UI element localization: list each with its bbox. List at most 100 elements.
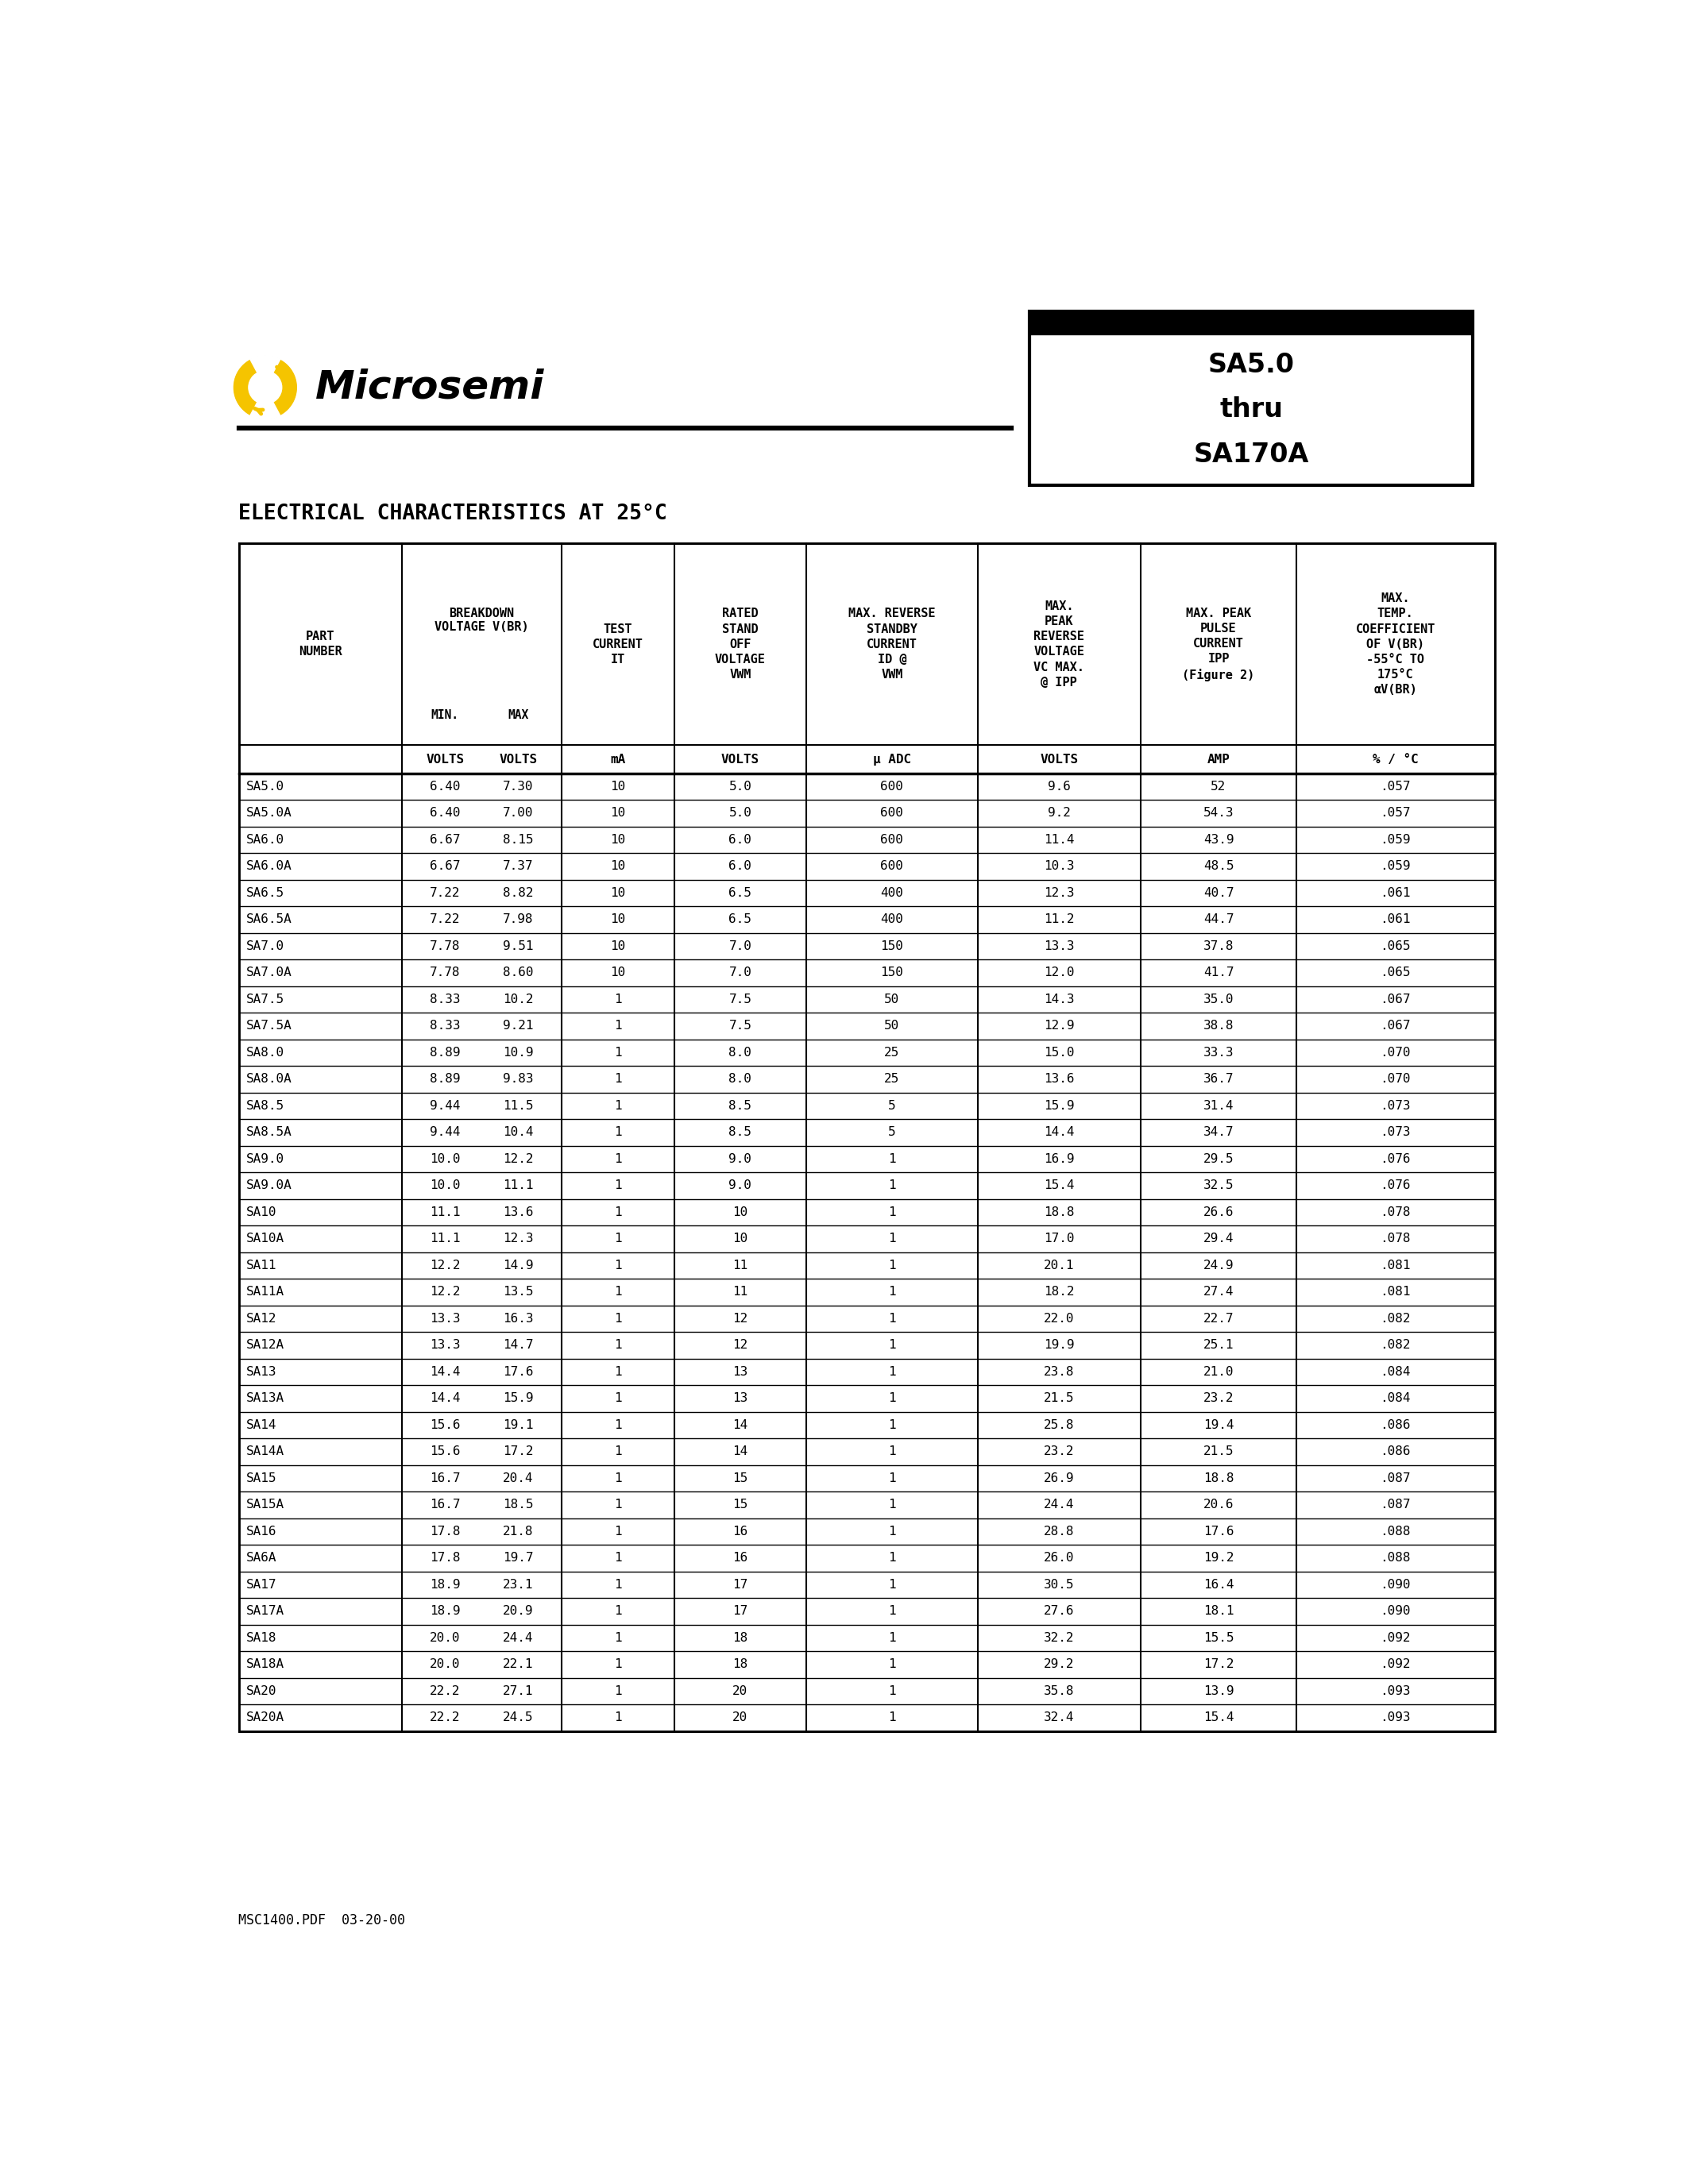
Text: 15.9: 15.9 <box>1043 1101 1074 1112</box>
Text: .059: .059 <box>1381 860 1411 871</box>
Text: 8.60: 8.60 <box>503 968 533 978</box>
Text: 19.9: 19.9 <box>1043 1339 1074 1352</box>
Text: 1: 1 <box>614 1179 621 1192</box>
Text: SA7.0A: SA7.0A <box>246 968 292 978</box>
Text: 29.4: 29.4 <box>1204 1234 1234 1245</box>
Text: 35.0: 35.0 <box>1204 994 1234 1005</box>
Text: 17.8: 17.8 <box>430 1524 461 1538</box>
Text: 24.4: 24.4 <box>503 1631 533 1645</box>
Text: 1: 1 <box>614 1260 621 1271</box>
Text: SA10A: SA10A <box>246 1234 284 1245</box>
Text: 20.1: 20.1 <box>1043 1260 1074 1271</box>
Text: μ ADC: μ ADC <box>873 753 912 764</box>
Text: 1: 1 <box>614 994 621 1005</box>
Text: SA9.0A: SA9.0A <box>246 1179 292 1192</box>
Text: 7.30: 7.30 <box>503 780 533 793</box>
Text: 37.8: 37.8 <box>1204 941 1234 952</box>
Text: 25: 25 <box>885 1046 900 1059</box>
Text: 600: 600 <box>881 808 903 819</box>
Text: 6.67: 6.67 <box>430 834 461 845</box>
Text: SA6.0: SA6.0 <box>246 834 284 845</box>
Text: 10.0: 10.0 <box>430 1153 461 1164</box>
Text: 17.0: 17.0 <box>1043 1234 1074 1245</box>
Text: .086: .086 <box>1381 1446 1411 1457</box>
Text: .076: .076 <box>1381 1179 1411 1192</box>
Text: 15: 15 <box>733 1498 748 1511</box>
Text: 1: 1 <box>614 1101 621 1112</box>
Text: SA12A: SA12A <box>246 1339 284 1352</box>
Text: 18: 18 <box>733 1658 748 1671</box>
Text: 10: 10 <box>609 968 626 978</box>
Text: .093: .093 <box>1381 1712 1411 1723</box>
Text: SA7.0: SA7.0 <box>246 941 284 952</box>
Text: .078: .078 <box>1381 1206 1411 1219</box>
Text: 7.78: 7.78 <box>430 941 461 952</box>
Text: 1: 1 <box>614 1420 621 1431</box>
Text: 6.5: 6.5 <box>729 887 751 900</box>
Text: 11: 11 <box>733 1286 748 1297</box>
Text: 36.7: 36.7 <box>1204 1072 1234 1085</box>
Text: 14.9: 14.9 <box>503 1260 533 1271</box>
Text: MAX. REVERSE
STANDBY
CURRENT
ID @
VWM: MAX. REVERSE STANDBY CURRENT ID @ VWM <box>849 607 935 681</box>
Text: 1: 1 <box>614 1234 621 1245</box>
Text: 1: 1 <box>888 1524 896 1538</box>
Text: 14.4: 14.4 <box>430 1365 461 1378</box>
Text: 6.67: 6.67 <box>430 860 461 871</box>
Text: VOLTS: VOLTS <box>721 753 760 764</box>
Text: .065: .065 <box>1381 968 1411 978</box>
Text: 11.1: 11.1 <box>430 1234 461 1245</box>
Text: 17: 17 <box>733 1605 748 1616</box>
Text: SA17A: SA17A <box>246 1605 284 1616</box>
Text: 8.82: 8.82 <box>503 887 533 900</box>
Text: SA12: SA12 <box>246 1313 277 1324</box>
Text: 6.40: 6.40 <box>430 780 461 793</box>
Text: 31.4: 31.4 <box>1204 1101 1234 1112</box>
Text: 8.89: 8.89 <box>430 1072 461 1085</box>
Text: 7.00: 7.00 <box>503 808 533 819</box>
Text: 7.5: 7.5 <box>729 1020 751 1033</box>
Text: 27.6: 27.6 <box>1043 1605 1074 1616</box>
Text: 15.0: 15.0 <box>1043 1046 1074 1059</box>
Text: .087: .087 <box>1381 1472 1411 1485</box>
Text: .081: .081 <box>1381 1286 1411 1297</box>
Text: MSC1400.PDF  03-20-00: MSC1400.PDF 03-20-00 <box>238 1913 405 1928</box>
Text: SA5.0
thru
SA170A: SA5.0 thru SA170A <box>1193 352 1310 467</box>
Text: 15.4: 15.4 <box>1204 1712 1234 1723</box>
Text: 22.1: 22.1 <box>503 1658 533 1671</box>
Text: 5.0: 5.0 <box>729 780 751 793</box>
Text: 10: 10 <box>733 1234 748 1245</box>
Text: 9.6: 9.6 <box>1048 780 1070 793</box>
Text: 8.5: 8.5 <box>729 1101 751 1112</box>
Text: .070: .070 <box>1381 1046 1411 1059</box>
Text: VOLTS: VOLTS <box>500 753 537 764</box>
Text: 50: 50 <box>885 994 900 1005</box>
Text: .061: .061 <box>1381 887 1411 900</box>
Text: 1: 1 <box>888 1206 896 1219</box>
Text: 20.4: 20.4 <box>503 1472 533 1485</box>
Text: 15.9: 15.9 <box>503 1393 533 1404</box>
Text: 1: 1 <box>888 1393 896 1404</box>
Text: 8.33: 8.33 <box>430 1020 461 1033</box>
Text: 10: 10 <box>609 834 626 845</box>
Text: 20.0: 20.0 <box>430 1658 461 1671</box>
Text: 7.37: 7.37 <box>503 860 533 871</box>
Text: 6.5: 6.5 <box>729 913 751 926</box>
Text: 10.2: 10.2 <box>503 994 533 1005</box>
Text: 1: 1 <box>888 1658 896 1671</box>
Text: 21.5: 21.5 <box>1043 1393 1074 1404</box>
Text: 18.2: 18.2 <box>1043 1286 1074 1297</box>
Text: 40.7: 40.7 <box>1204 887 1234 900</box>
Text: 17.2: 17.2 <box>1204 1658 1234 1671</box>
Text: MAX.
PEAK
REVERSE
VOLTAGE
VC MAX.
@ IPP: MAX. PEAK REVERSE VOLTAGE VC MAX. @ IPP <box>1033 601 1084 688</box>
Text: 18.9: 18.9 <box>430 1605 461 1616</box>
Text: .084: .084 <box>1381 1365 1411 1378</box>
Text: .092: .092 <box>1381 1631 1411 1645</box>
Text: 1: 1 <box>614 1658 621 1671</box>
Text: SA7.5: SA7.5 <box>246 994 284 1005</box>
Text: 1: 1 <box>614 1046 621 1059</box>
Text: 10: 10 <box>609 913 626 926</box>
Text: 23.2: 23.2 <box>1043 1446 1074 1457</box>
Text: 27.4: 27.4 <box>1204 1286 1234 1297</box>
Text: .065: .065 <box>1381 941 1411 952</box>
Text: .082: .082 <box>1381 1339 1411 1352</box>
